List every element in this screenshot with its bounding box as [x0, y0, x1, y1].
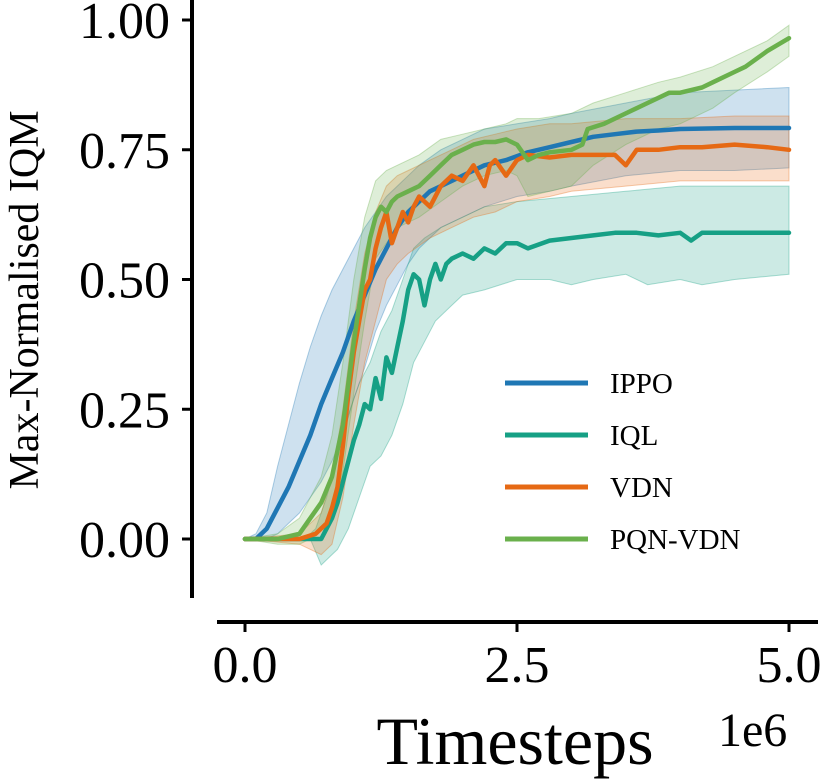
legend-item: IQL [505, 420, 658, 452]
x-axis-multiplier: 1e6 [718, 704, 787, 757]
y-tick-label: 0.25 [79, 382, 170, 439]
x-tick-label: 0.0 [213, 637, 278, 694]
legend-label: PQN-VDN [610, 524, 741, 556]
legend-item: IPPO [505, 368, 673, 400]
legend-label: VDN [610, 472, 673, 504]
line-iql [242, 230, 792, 542]
series-lines [242, 35, 792, 542]
y-ticks: 0.00 0.25 0.50 0.75 1.00 [79, 0, 192, 569]
legend-item: VDN [505, 472, 673, 504]
x-ticks: 0.0 2.5 5.0 [213, 622, 822, 694]
legend: IPPO IQL VDN PQN-VDN [505, 368, 741, 556]
legend-item: PQN-VDN [505, 524, 741, 556]
y-tick-label: 0.75 [79, 123, 170, 180]
line-vdn [242, 142, 792, 542]
band-ippo [244, 86, 790, 540]
legend-label: IQL [610, 420, 658, 452]
y-tick-label: 1.00 [79, 0, 170, 50]
x-tick-label: 5.0 [757, 637, 822, 694]
x-tick-label: 2.5 [485, 637, 550, 694]
line-pqn-vdn [242, 35, 792, 542]
x-axis-label: Timesteps [376, 703, 653, 779]
legend-label: IPPO [610, 368, 673, 400]
y-axis-label: Max-Normalised IQM [2, 110, 48, 489]
band-pqn-vdn [244, 24, 790, 545]
band-iql [245, 185, 790, 566]
y-tick-label: 0.50 [79, 253, 170, 310]
y-tick-label: 0.00 [79, 512, 170, 569]
